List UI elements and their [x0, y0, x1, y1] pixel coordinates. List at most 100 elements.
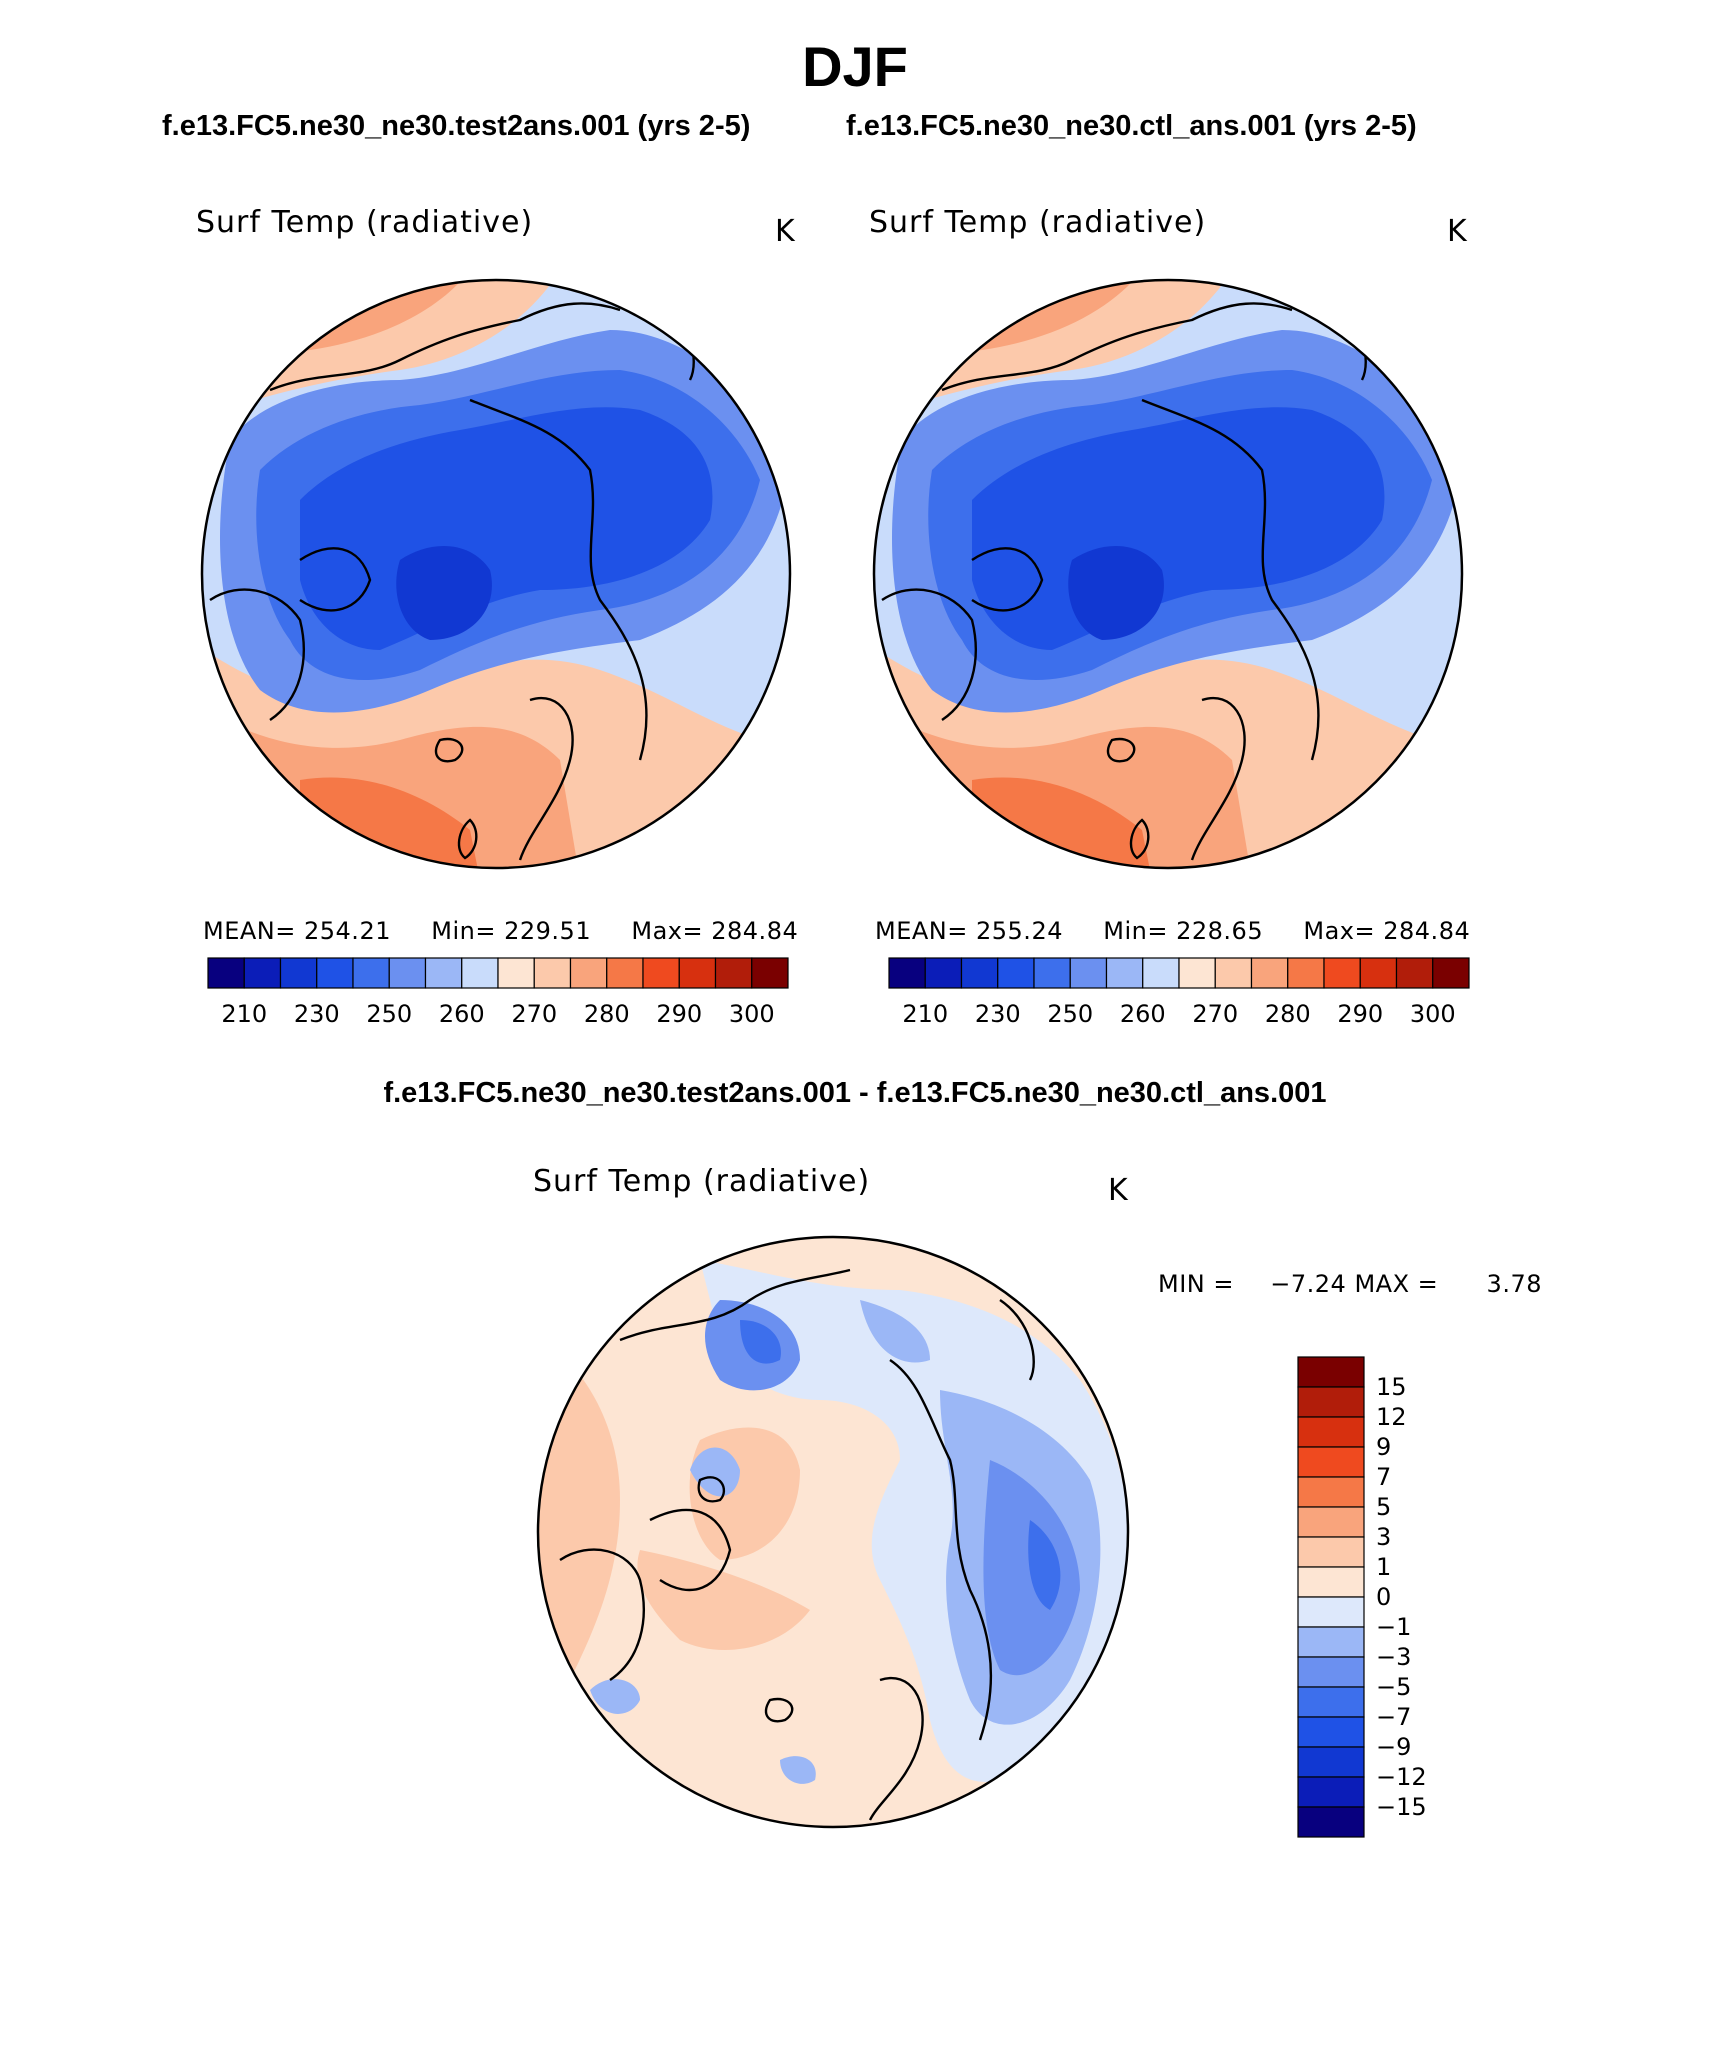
colorbar-swatch — [1297, 1746, 1365, 1778]
subtitle-test-case: f.e13.FC5.ne30_ne30.test2ans.001 (yrs 2-… — [162, 110, 751, 142]
colorbar-tick-label: 7 — [1376, 1463, 1392, 1491]
colorbar-swatch — [1297, 1416, 1365, 1448]
panel2-colorbar — [888, 957, 1470, 989]
panel1-units-label: K — [775, 214, 795, 249]
colorbar-swatch — [352, 957, 390, 989]
colorbar-swatch — [606, 957, 644, 989]
colorbar-swatch — [924, 957, 963, 989]
subtitle-control-case: f.e13.FC5.ne30_ne30.ctl_ans.001 (yrs 2-5… — [846, 110, 1417, 142]
colorbar-swatch — [1323, 957, 1361, 989]
panel1-mean-label: MEAN= — [203, 917, 296, 945]
colorbar-tick-label: 210 — [221, 1000, 268, 1028]
panel1-max-value: 284.84 — [711, 917, 799, 945]
colorbar-swatch — [1297, 1566, 1365, 1598]
colorbar-swatch — [888, 957, 926, 989]
colorbar-swatch — [1297, 1596, 1365, 1628]
colorbar-swatch — [1297, 1356, 1365, 1388]
panel1-colorbar — [207, 957, 789, 989]
colorbar-swatch — [424, 957, 463, 989]
colorbar-swatch — [1297, 1686, 1365, 1718]
colorbar-swatch — [461, 957, 499, 989]
colorbar-swatch — [1214, 957, 1253, 989]
colorbar-swatch — [678, 957, 717, 989]
colorbar-tick-label: 9 — [1376, 1433, 1392, 1461]
colorbar-tick-label: −12 — [1376, 1763, 1427, 1791]
colorbar-swatch — [1297, 1446, 1365, 1478]
colorbar-tick-label: −7 — [1376, 1703, 1412, 1731]
difference-title: f.e13.FC5.ne30_ne30.test2ans.001 - f.e13… — [383, 1077, 1327, 1109]
colorbar-swatch — [316, 957, 354, 989]
panel3-colorbar — [1297, 1356, 1365, 1838]
panel3-units-label: K — [1108, 1173, 1128, 1208]
colorbar-swatch — [997, 957, 1035, 989]
panel2-units-label: K — [1447, 214, 1467, 249]
panel2-min-label: Min= — [1103, 917, 1168, 945]
colorbar-tick-label: 210 — [902, 1000, 949, 1028]
colorbar-tick-label: −3 — [1376, 1643, 1412, 1671]
colorbar-tick-label: 280 — [1264, 1000, 1311, 1028]
colorbar-tick-label: 0 — [1376, 1583, 1392, 1611]
colorbar-swatch — [1250, 957, 1289, 989]
colorbar-tick-label: 5 — [1376, 1493, 1392, 1521]
panel1-max-label: Max= — [631, 917, 704, 945]
colorbar-tick-label: 3 — [1376, 1523, 1392, 1551]
panel1-variable-label: Surf Temp (radiative) — [196, 205, 534, 240]
panel2-stats: MEAN= 255.24 Min= 228.65 Max= 284.84 — [875, 917, 1470, 945]
colorbar-swatch — [642, 957, 680, 989]
colorbar-tick-label: 300 — [728, 1000, 775, 1028]
colorbar-tick-label: 300 — [1409, 1000, 1456, 1028]
colorbar-tick-label: 260 — [1119, 1000, 1166, 1028]
colorbar-swatch — [714, 957, 753, 989]
panel1-mean-value: 254.21 — [304, 917, 391, 945]
colorbar-tick-label: 270 — [1192, 1000, 1239, 1028]
colorbar-swatch — [1033, 957, 1071, 989]
colorbar-tick-label: 280 — [583, 1000, 630, 1028]
colorbar-swatch — [1297, 1536, 1365, 1568]
colorbar-tick-label: −9 — [1376, 1733, 1412, 1761]
panel2-mean-label: MEAN= — [875, 917, 968, 945]
colorbar-tick-label: 15 — [1376, 1373, 1407, 1401]
colorbar-tick-label: 250 — [366, 1000, 413, 1028]
colorbar-swatch — [1395, 957, 1434, 989]
colorbar-swatch — [1297, 1806, 1365, 1838]
colorbar-swatch — [243, 957, 282, 989]
colorbar-swatch — [1178, 957, 1216, 989]
panel2-min-value: 228.65 — [1176, 917, 1264, 945]
colorbar-swatch — [1142, 957, 1180, 989]
panel3-variable-label: Surf Temp (radiative) — [533, 1164, 871, 1199]
colorbar-swatch — [1297, 1386, 1365, 1418]
panel2-mean-value: 255.24 — [976, 917, 1063, 945]
panel2-variable-label: Surf Temp (radiative) — [869, 205, 1207, 240]
panel1-min-label: Min= — [431, 917, 496, 945]
panel3-max-value: 3.78 — [1486, 1270, 1542, 1298]
panel2-max-label: Max= — [1303, 917, 1376, 945]
colorbar-swatch — [1105, 957, 1144, 989]
colorbar-swatch — [751, 957, 789, 989]
colorbar-swatch — [1297, 1716, 1365, 1748]
panel1-min-value: 229.51 — [504, 917, 592, 945]
colorbar-tick-label: 260 — [438, 1000, 485, 1028]
colorbar-tick-label: −5 — [1376, 1673, 1412, 1701]
colorbar-tick-label: 230 — [974, 1000, 1021, 1028]
colorbar-swatch — [1287, 957, 1325, 989]
colorbar-swatch — [1297, 1656, 1365, 1688]
panel2-polar-map — [872, 278, 1464, 870]
colorbar-tick-label: 250 — [1047, 1000, 1094, 1028]
colorbar-swatch — [1069, 957, 1108, 989]
panel3-min-value: −7.24 — [1270, 1270, 1347, 1298]
colorbar-swatch — [497, 957, 535, 989]
colorbar-swatch — [388, 957, 427, 989]
panel3-stats: MIN = −7.24 MAX = 3.78 — [1158, 1270, 1542, 1298]
colorbar-swatch — [1432, 957, 1470, 989]
colorbar-tick-label: 12 — [1376, 1403, 1407, 1431]
colorbar-swatch — [1297, 1476, 1365, 1508]
panel3-difference-map — [536, 1235, 1130, 1829]
colorbar-tick-label: 270 — [511, 1000, 558, 1028]
colorbar-tick-label: −1 — [1376, 1613, 1412, 1641]
colorbar-tick-label: 290 — [656, 1000, 703, 1028]
panel1-polar-map — [200, 278, 792, 870]
colorbar-swatch — [1297, 1506, 1365, 1538]
colorbar-swatch — [1359, 957, 1398, 989]
panel3-min-label: MIN = — [1158, 1270, 1234, 1298]
